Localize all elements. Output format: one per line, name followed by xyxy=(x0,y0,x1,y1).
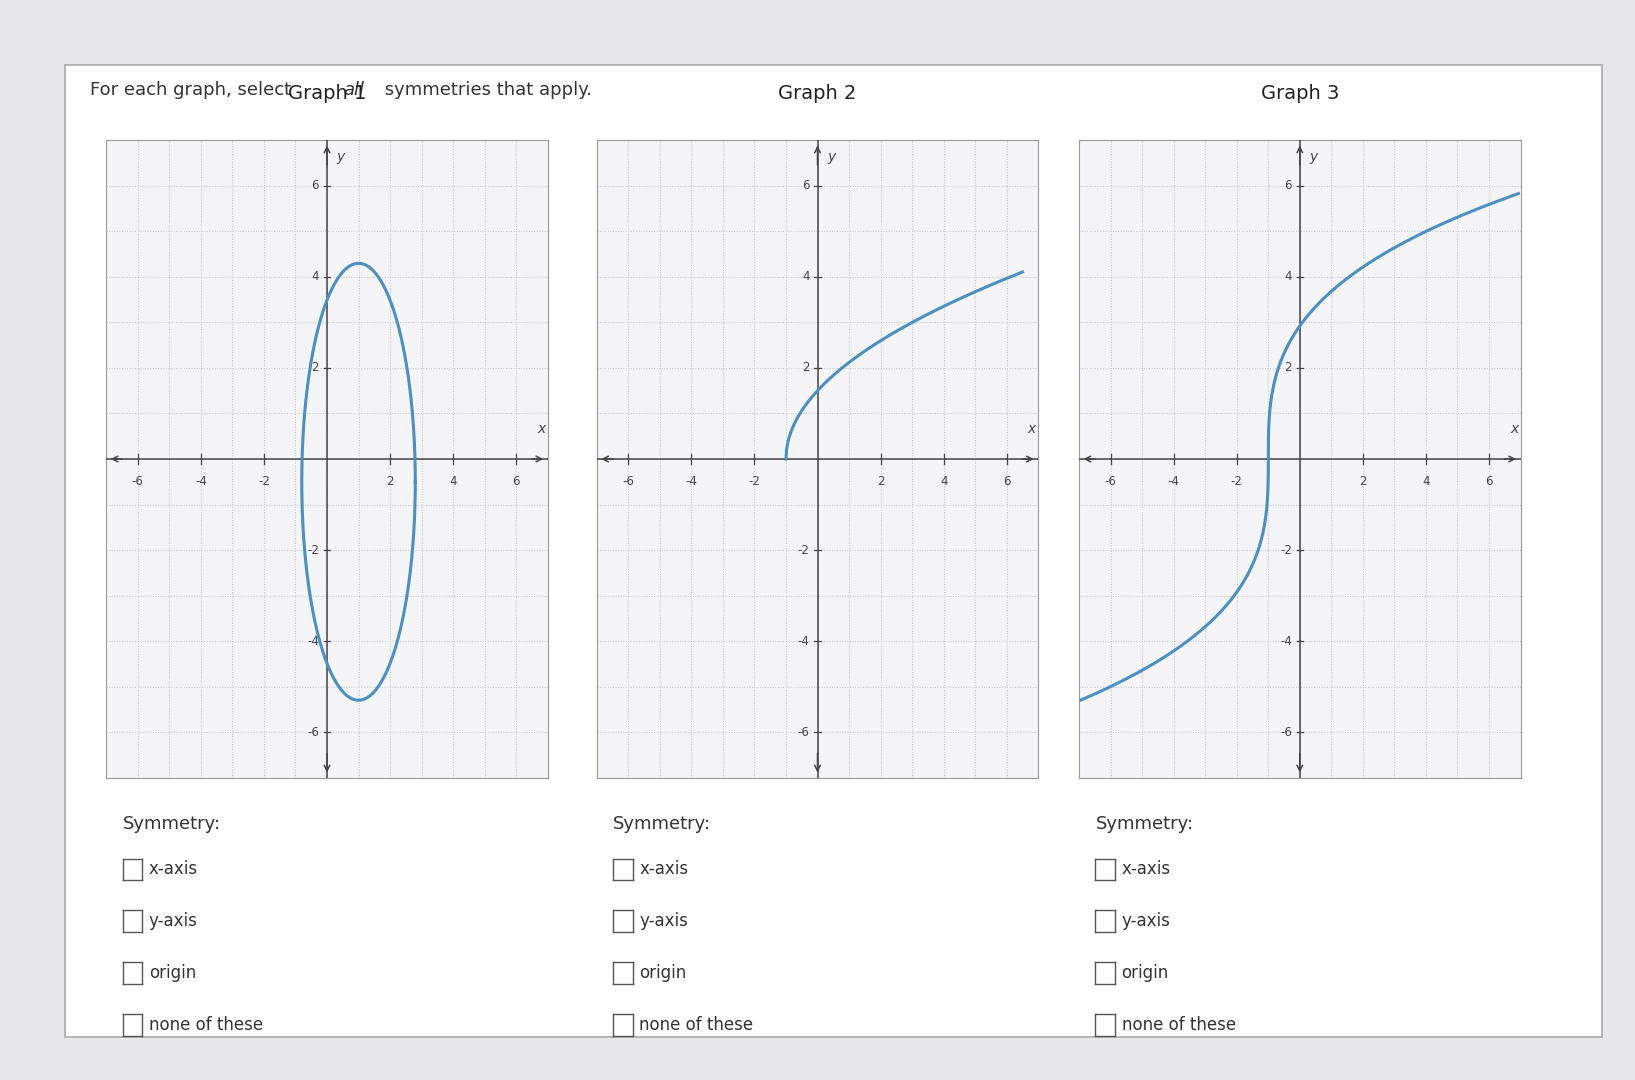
Text: x-axis: x-axis xyxy=(639,861,688,878)
Text: 4: 4 xyxy=(940,475,947,488)
Text: -4: -4 xyxy=(1280,635,1292,648)
Text: For each graph, select: For each graph, select xyxy=(90,81,298,99)
Text: -6: -6 xyxy=(307,726,319,739)
Text: 6: 6 xyxy=(1285,179,1292,192)
Text: x: x xyxy=(1028,422,1037,436)
Text: 4: 4 xyxy=(1422,475,1429,488)
Text: y-axis: y-axis xyxy=(1122,913,1171,930)
Text: y-axis: y-axis xyxy=(149,913,198,930)
Text: -2: -2 xyxy=(798,543,809,556)
Text: x-axis: x-axis xyxy=(1122,861,1171,878)
Text: -2: -2 xyxy=(1280,543,1292,556)
Text: -6: -6 xyxy=(1280,726,1292,739)
Text: -2: -2 xyxy=(1231,475,1243,488)
Text: 4: 4 xyxy=(312,270,319,283)
Text: -6: -6 xyxy=(798,726,809,739)
Text: x-axis: x-axis xyxy=(149,861,198,878)
Text: 6: 6 xyxy=(803,179,809,192)
Text: 6: 6 xyxy=(1002,475,1010,488)
Text: 2: 2 xyxy=(386,475,394,488)
Text: 4: 4 xyxy=(450,475,456,488)
Text: symmetries that apply.: symmetries that apply. xyxy=(379,81,592,99)
Text: Graph 2: Graph 2 xyxy=(778,83,857,103)
Text: -6: -6 xyxy=(623,475,634,488)
Text: -4: -4 xyxy=(307,635,319,648)
Text: -2: -2 xyxy=(307,543,319,556)
Text: -6: -6 xyxy=(1105,475,1117,488)
Text: 4: 4 xyxy=(1285,270,1292,283)
Text: 2: 2 xyxy=(1285,362,1292,375)
Text: -6: -6 xyxy=(132,475,144,488)
Text: none of these: none of these xyxy=(1122,1016,1236,1034)
Text: -4: -4 xyxy=(1167,475,1179,488)
Text: -4: -4 xyxy=(195,475,206,488)
Text: none of these: none of these xyxy=(149,1016,263,1034)
Text: 6: 6 xyxy=(512,475,520,488)
Text: Symmetry:: Symmetry: xyxy=(1095,815,1194,834)
Text: y: y xyxy=(1310,149,1318,163)
Text: -4: -4 xyxy=(798,635,809,648)
Text: all: all xyxy=(343,81,365,99)
Text: 2: 2 xyxy=(803,362,809,375)
Text: 2: 2 xyxy=(312,362,319,375)
Text: 6: 6 xyxy=(312,179,319,192)
Text: Symmetry:: Symmetry: xyxy=(123,815,221,834)
Text: -2: -2 xyxy=(749,475,760,488)
Text: 6: 6 xyxy=(1485,475,1493,488)
Text: origin: origin xyxy=(639,964,687,982)
Text: Graph 1: Graph 1 xyxy=(288,83,366,103)
Text: -4: -4 xyxy=(685,475,697,488)
Text: origin: origin xyxy=(149,964,196,982)
Text: origin: origin xyxy=(1122,964,1169,982)
Text: 2: 2 xyxy=(876,475,885,488)
Text: Graph 3: Graph 3 xyxy=(1261,83,1339,103)
Text: 2: 2 xyxy=(1359,475,1367,488)
Text: y: y xyxy=(827,149,835,163)
Text: y-axis: y-axis xyxy=(639,913,688,930)
Text: y: y xyxy=(337,149,345,163)
Text: x: x xyxy=(1511,422,1519,436)
Text: none of these: none of these xyxy=(639,1016,754,1034)
Text: -2: -2 xyxy=(258,475,270,488)
Text: 4: 4 xyxy=(803,270,809,283)
Text: Symmetry:: Symmetry: xyxy=(613,815,711,834)
Text: x: x xyxy=(538,422,546,436)
